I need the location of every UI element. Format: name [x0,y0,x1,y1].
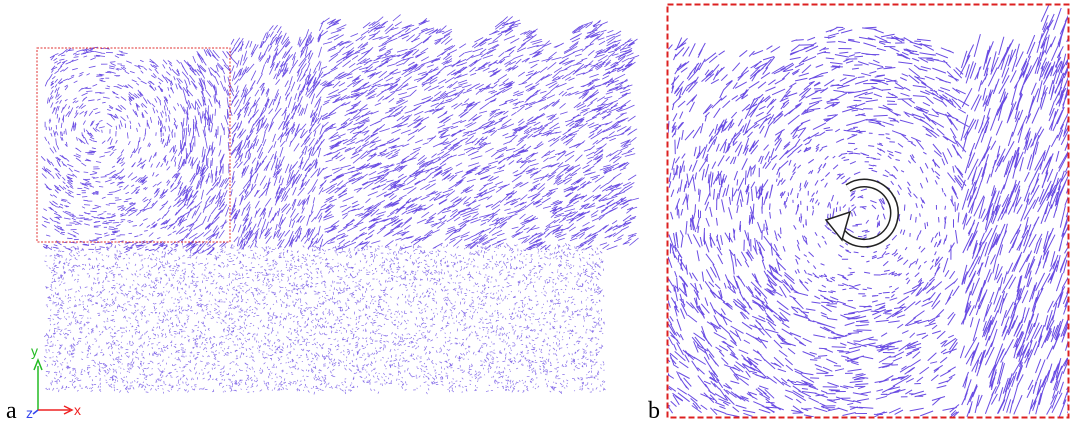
vector-segments [43,242,606,395]
vector-field-b [668,5,1068,417]
axis-y-label: y [31,343,38,359]
axis-z-label: z [26,405,33,421]
rotation-arrow [824,178,899,248]
vector-segments [668,5,1068,417]
panel-label: a [6,398,17,421]
panel-label: b [648,398,660,421]
panel-b-border [666,3,1070,419]
vector-segments [40,14,640,257]
axis-triad: y x z [26,343,81,421]
zoom-box [36,47,231,243]
vector-field-a [40,14,640,395]
axis-x-label: x [74,402,81,418]
